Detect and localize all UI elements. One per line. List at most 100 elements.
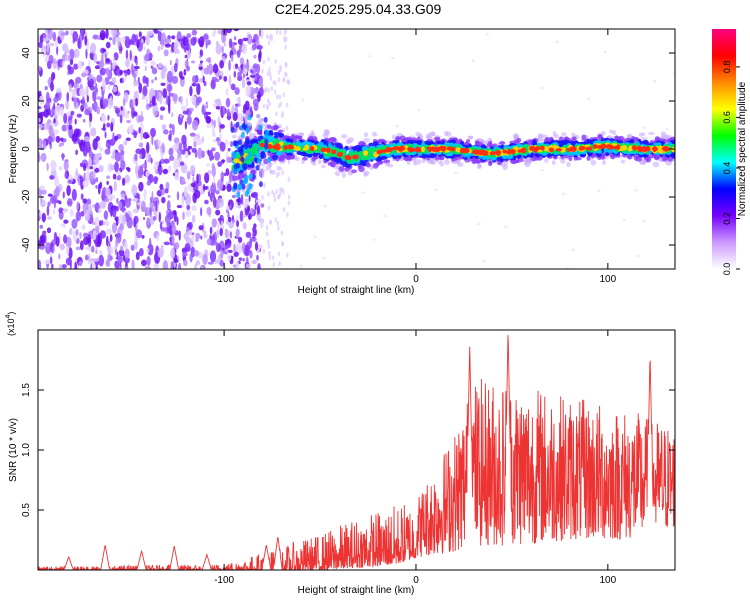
trace-cell — [335, 158, 342, 164]
trace-cell — [561, 132, 567, 137]
trace-cell — [558, 140, 564, 145]
trace-cell — [626, 134, 631, 138]
noise-speckle — [180, 76, 185, 80]
noise-speckle — [287, 79, 291, 85]
trace-cell — [337, 151, 343, 158]
noise-speckle — [156, 190, 162, 197]
noise-speckle — [285, 125, 289, 131]
noise-speckle — [124, 36, 130, 40]
noise-speckle — [119, 245, 124, 251]
noise-speckle — [209, 226, 213, 235]
noise-speckle — [151, 134, 154, 146]
noise-speckle — [148, 174, 154, 184]
trace-cell — [258, 118, 263, 124]
noise-speckle — [101, 90, 104, 100]
colorbar-tick-label: 0.6 — [722, 111, 732, 124]
noise-speckle — [63, 219, 69, 224]
trace-cell — [372, 163, 379, 169]
noise-speckle — [167, 194, 171, 199]
noise-speckle — [110, 155, 115, 159]
noise-speckle — [208, 149, 214, 161]
trace-cell — [260, 151, 265, 158]
trace-cell — [258, 181, 263, 188]
noise-speckle — [223, 75, 228, 82]
noise-speckle — [219, 259, 224, 267]
noise-speckle — [277, 69, 281, 75]
noise-speckle — [284, 44, 287, 50]
noise-speckle — [74, 118, 77, 125]
noise-speckle — [555, 40, 559, 44]
trace-cell — [345, 155, 352, 161]
trace-cell — [549, 136, 554, 141]
noise-speckle — [274, 58, 277, 64]
noise-speckle — [109, 234, 113, 242]
trace-cell — [571, 136, 577, 141]
trace-cell — [257, 135, 262, 142]
trace-cell — [320, 147, 327, 153]
snr-y-multiplier: (x104) — [5, 312, 16, 336]
trace-cell — [555, 148, 562, 152]
noise-speckle — [242, 73, 245, 79]
noise-speckle — [214, 99, 221, 104]
trace-cell — [488, 160, 493, 166]
trace-cell — [642, 146, 648, 153]
trace-cell — [425, 135, 430, 140]
colorbar-tick-label: 0.2 — [722, 212, 732, 225]
noise-speckle — [195, 103, 198, 109]
noise-speckle — [106, 175, 111, 180]
noise-speckle — [256, 45, 263, 50]
noise-speckle — [164, 188, 169, 194]
noise-speckle — [272, 255, 275, 261]
trace-cell — [244, 143, 249, 150]
noise-speckle — [226, 108, 230, 119]
noise-speckle — [286, 252, 289, 258]
noise-speckle — [71, 218, 78, 229]
noise-speckle — [151, 79, 154, 84]
noise-speckle — [265, 104, 269, 110]
noise-speckle — [485, 33, 489, 36]
noise-speckle — [157, 62, 163, 69]
noise-speckle — [227, 147, 231, 152]
trace-cell — [270, 125, 276, 131]
noise-speckle — [132, 97, 136, 109]
noise-speckle — [178, 262, 182, 269]
colorbar-tick-label: 0.4 — [722, 162, 732, 175]
noise-speckle — [65, 236, 72, 249]
noise-speckle — [53, 118, 56, 124]
trace-cell — [436, 140, 441, 144]
noise-speckle — [168, 165, 172, 173]
noise-speckle — [180, 95, 183, 105]
noise-speckle — [80, 193, 84, 200]
trace-cell — [372, 131, 377, 137]
noise-speckle — [82, 232, 89, 238]
noise-speckle — [124, 37, 131, 49]
noise-speckle — [171, 123, 175, 136]
trace-cell — [414, 159, 422, 165]
noise-speckle — [56, 87, 62, 93]
noise-speckle — [162, 260, 169, 269]
noise-speckle — [245, 257, 249, 264]
noise-speckle — [361, 191, 365, 194]
noise-speckle — [224, 229, 230, 238]
noise-speckle — [221, 45, 224, 54]
noise-speckle — [40, 189, 47, 195]
noise-speckle — [239, 57, 245, 65]
trace-cell — [260, 168, 266, 174]
noise-speckle — [134, 153, 138, 162]
noise-speckle — [254, 203, 257, 211]
trace-cell — [239, 179, 244, 186]
noise-speckle — [252, 191, 259, 199]
noise-speckle — [133, 71, 137, 82]
noise-speckle — [145, 142, 150, 154]
noise-speckle — [40, 233, 46, 246]
noise-speckle — [50, 109, 53, 117]
trace-cell — [636, 145, 642, 150]
noise-speckle — [50, 241, 53, 253]
trace-cell — [366, 151, 373, 156]
noise-speckle — [39, 95, 45, 106]
noise-speckle — [287, 200, 291, 206]
noise-speckle — [205, 41, 208, 49]
noise-speckle — [63, 159, 69, 171]
noise-speckle — [267, 56, 270, 62]
noise-speckle — [112, 132, 115, 144]
